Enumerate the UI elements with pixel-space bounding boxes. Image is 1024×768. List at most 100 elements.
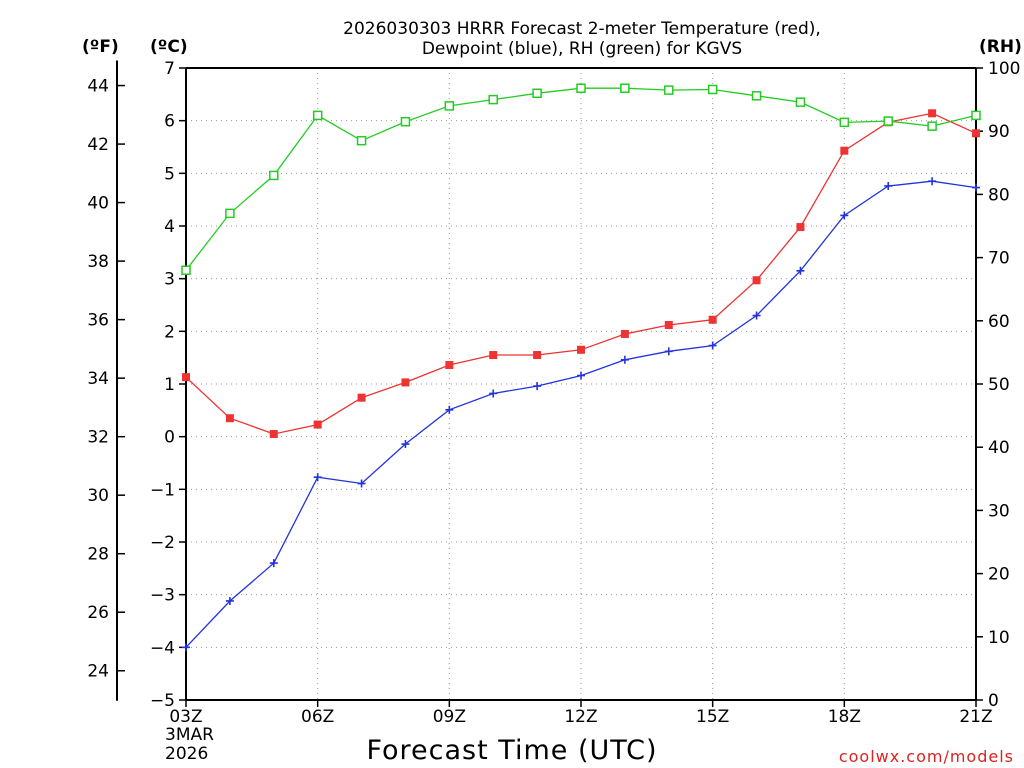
rh-tick-label: 70 (988, 249, 1010, 269)
x-tick-label: 03Z (169, 707, 202, 727)
temperature-point (796, 223, 805, 232)
dewpoint-point (269, 559, 278, 568)
rh-point (620, 83, 630, 93)
dewpoint-point (313, 473, 322, 482)
chart-title-line2: Dewpoint (blue), RH (green) for KGVS (422, 39, 742, 59)
temperature-point (972, 129, 980, 138)
series-rh (181, 83, 981, 275)
dewpoint-point (182, 643, 190, 652)
temperature-point (620, 329, 629, 338)
rh-tick-label: 10 (988, 628, 1010, 648)
date-year-label: 2026 (165, 744, 208, 764)
fahrenheit-tick-label: 34 (87, 369, 109, 389)
celsius-tick-label: −3 (150, 586, 175, 606)
rh-unit-label: (RH) (979, 37, 1022, 57)
temperature-point (840, 146, 849, 155)
rh-point (444, 101, 455, 111)
x-tick-label: 21Z (959, 707, 992, 727)
rh-point (795, 97, 806, 107)
temperature-point (357, 393, 366, 402)
fahrenheit-unit-label: (ºF) (82, 37, 119, 57)
dewpoint-point (840, 211, 849, 220)
rh-point (488, 94, 498, 105)
celsius-tick-label: 3 (164, 270, 175, 290)
x-tick-label: 09Z (433, 707, 466, 727)
celsius-tick-label: 5 (164, 164, 175, 184)
rh-point (839, 117, 850, 128)
rh-tick-label: 20 (988, 565, 1010, 585)
fahrenheit-tick-label: 40 (87, 194, 109, 214)
series-dewpoint (182, 177, 980, 652)
rh-point (664, 85, 674, 95)
rh-point (707, 84, 718, 95)
rh-point (576, 83, 586, 93)
fahrenheit-tick-label: 32 (87, 428, 109, 448)
celsius-tick-label: 1 (164, 375, 175, 395)
fahrenheit-tick-label: 38 (87, 252, 109, 272)
series-group (181, 83, 981, 652)
x-tick-label: 15Z (696, 707, 729, 727)
dewpoint-point (972, 183, 980, 192)
fahrenheit-tick-label: 24 (87, 662, 109, 682)
temperature-point (269, 430, 278, 439)
temperature-point (577, 345, 585, 354)
axes: −5−4−3−2−1012345672426283032343638404244… (87, 59, 1020, 727)
dewpoint-point (664, 347, 673, 356)
rh-point (532, 88, 542, 99)
dewpoint-point (225, 596, 234, 605)
celsius-tick-label: −4 (150, 638, 175, 658)
fahrenheit-tick-label: 28 (87, 545, 109, 565)
fahrenheit-tick-label: 44 (87, 77, 109, 97)
rh-tick-label: 80 (988, 185, 1010, 205)
fahrenheit-tick-label: 30 (87, 486, 109, 506)
temperature-point (533, 351, 542, 360)
temperature-point (664, 321, 673, 330)
temperature-point (752, 276, 761, 285)
x-axis-title: Forecast Time (UTC) (366, 735, 657, 766)
rh-point (356, 135, 367, 146)
dewpoint-point (445, 405, 454, 414)
dewpoint-point (620, 355, 629, 364)
dewpoint-point (533, 382, 542, 391)
rh-tick-label: 100 (988, 59, 1020, 79)
celsius-tick-label: 2 (164, 322, 175, 342)
dewpoint-point (357, 479, 366, 488)
rh-point (312, 110, 323, 121)
temperature-point (401, 378, 410, 387)
temperature-point (928, 109, 937, 118)
series-temperature (182, 109, 980, 439)
dewpoint-point (401, 440, 410, 449)
dewpoint-point (708, 341, 717, 350)
celsius-tick-label: −5 (150, 691, 175, 711)
temperature-point (182, 373, 190, 382)
fahrenheit-tick-label: 26 (87, 603, 109, 623)
chart-title-line1: 2026030303 HRRR Forecast 2-meter Tempera… (343, 19, 821, 39)
rh-point (181, 265, 191, 275)
rh-tick-label: 40 (988, 438, 1010, 458)
dewpoint-point (752, 311, 761, 320)
temperature-point (708, 315, 717, 324)
date-month-label: 3MAR (165, 725, 214, 745)
celsius-tick-label: 4 (164, 217, 175, 237)
celsius-tick-label: 0 (164, 428, 175, 448)
celsius-tick-label: −2 (150, 533, 175, 553)
rh-tick-label: 30 (988, 501, 1010, 521)
temperature-point (489, 351, 498, 360)
dewpoint-point (884, 181, 893, 190)
fahrenheit-tick-label: 42 (87, 135, 109, 155)
celsius-tick-label: −1 (150, 480, 175, 500)
rh-tick-label: 0 (988, 691, 999, 711)
celsius-tick-label: 6 (164, 112, 175, 132)
rh-point (927, 121, 937, 131)
dewpoint-point (489, 389, 498, 398)
dewpoint-point (796, 266, 805, 275)
dewpoint-point (928, 177, 937, 186)
dewpoint-line (185, 180, 977, 648)
temperature-point (225, 414, 234, 423)
x-tick-label: 12Z (564, 707, 597, 727)
x-tick-label: 18Z (828, 707, 861, 727)
rh-point (225, 208, 235, 219)
rh-point (883, 116, 893, 126)
title-block: 2026030303 HRRR Forecast 2-meter Tempera… (343, 19, 821, 59)
